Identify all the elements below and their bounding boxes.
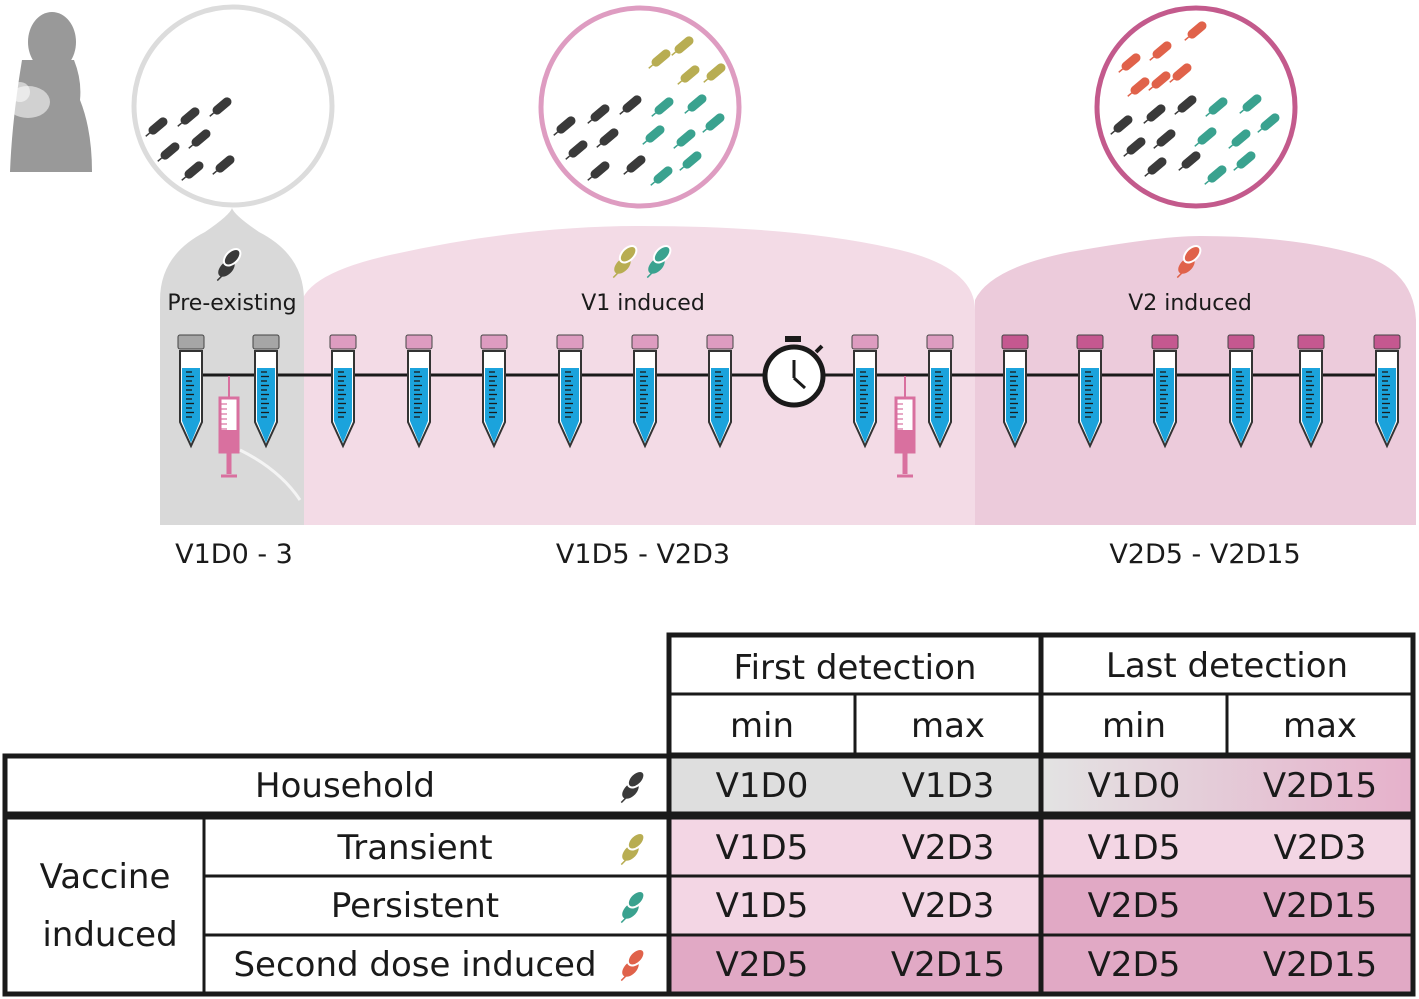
detection-table xyxy=(2,632,1416,997)
sample-tube-icon xyxy=(926,334,954,449)
bacterium-icon xyxy=(216,247,242,282)
bacterium-icon xyxy=(1233,151,1256,171)
sample-tube-icon xyxy=(405,334,433,449)
bacterium-icon xyxy=(157,142,180,162)
bacterium-icon xyxy=(1153,129,1176,149)
bacterium-icon xyxy=(1228,129,1251,149)
phase-label-pre: Pre-existing xyxy=(167,291,296,316)
bacterium-icon xyxy=(1205,97,1228,117)
bacterium-icon xyxy=(648,49,671,69)
sample-tube-icon xyxy=(851,334,879,449)
bacterium-icon xyxy=(145,117,168,137)
bacterium-icon xyxy=(177,107,200,127)
bacterium-icon xyxy=(642,125,665,145)
bacterium-icon xyxy=(587,104,610,124)
bacterium-icon xyxy=(650,166,673,186)
sample-tube-icon xyxy=(177,334,205,449)
sample-tube-icon xyxy=(252,334,280,449)
bacterium-icon xyxy=(1144,157,1167,177)
bacterium-icon xyxy=(1204,165,1227,185)
bacterium-icon xyxy=(623,155,646,175)
sample-tube-icon xyxy=(631,334,659,449)
syringe-icon xyxy=(894,376,916,478)
bacterium-icon xyxy=(1148,71,1171,91)
bacterium-icon xyxy=(684,94,707,114)
sample-tube-icon xyxy=(1076,334,1104,449)
bacteria-circle-pre xyxy=(131,4,335,208)
bacterium-icon xyxy=(679,151,702,171)
bacterium-icon xyxy=(1149,41,1172,61)
bacterium-icon xyxy=(1127,77,1150,97)
bacterium-icon xyxy=(1123,137,1146,157)
bacterium-icon xyxy=(1174,95,1197,115)
stopwatch-icon xyxy=(762,336,826,408)
bacterium-icon xyxy=(620,769,646,804)
bacterium-icon xyxy=(671,36,694,56)
bacterium-icon xyxy=(565,140,588,160)
sample-tube-icon xyxy=(329,334,357,449)
bacterium-icon xyxy=(620,889,646,924)
bacterium-icon xyxy=(677,65,700,85)
bacterium-icon xyxy=(188,129,211,149)
mother-with-baby-icon xyxy=(6,12,92,172)
bacterium-icon xyxy=(1118,53,1141,73)
bacterium-icon xyxy=(596,128,619,148)
bacterium-icon xyxy=(212,155,235,175)
range-label-v1: V1D5 - V2D3 xyxy=(556,539,730,570)
bacterium-icon xyxy=(209,97,232,117)
bacterium-icon xyxy=(1169,63,1192,83)
bacterium-icon xyxy=(646,244,672,279)
sample-tube-icon xyxy=(1151,334,1179,449)
bacterium-icon xyxy=(1257,113,1280,133)
phase-label-v2: V2 induced xyxy=(1128,291,1252,316)
bacterium-icon xyxy=(1176,244,1202,279)
sample-tube-icon xyxy=(480,334,508,449)
phase-label-v1: V1 induced xyxy=(581,291,705,316)
bacterium-icon xyxy=(181,161,204,181)
bacterium-icon xyxy=(620,831,646,866)
sample-tube-icon xyxy=(706,334,734,449)
bacterium-icon xyxy=(1110,115,1133,135)
bacterium-icon xyxy=(673,129,696,149)
bacterium-icon xyxy=(612,244,638,279)
range-label-pre: V1D0 - 3 xyxy=(175,539,293,570)
bacterium-icon xyxy=(587,161,610,181)
range-label-v2: V2D5 - V2D15 xyxy=(1109,539,1300,570)
bacterium-icon xyxy=(1194,127,1217,147)
sample-tube-icon xyxy=(1001,334,1029,449)
bacterium-icon xyxy=(702,113,725,133)
sample-tube-icon xyxy=(1373,334,1401,449)
bacterium-icon xyxy=(553,116,576,136)
bacterium-icon xyxy=(620,947,646,982)
bacterium-icon xyxy=(1143,104,1166,124)
bacterium-icon xyxy=(1178,151,1201,171)
bacterium-icon xyxy=(1239,94,1262,114)
syringe-icon xyxy=(218,376,240,478)
bacterium-icon xyxy=(703,63,726,83)
bacterium-icon xyxy=(1184,21,1207,41)
bacterium-icon xyxy=(651,97,674,117)
bacterium-icon xyxy=(619,95,642,115)
phase-region-v2 xyxy=(975,236,1416,525)
sample-tube-icon xyxy=(1227,334,1255,449)
sample-tube-icon xyxy=(556,334,584,449)
phase-region-pre xyxy=(160,208,304,525)
sample-tube-icon xyxy=(1297,334,1325,449)
bacteria-circle-v1 xyxy=(538,5,742,209)
bacteria-circle-v2 xyxy=(1094,5,1298,209)
